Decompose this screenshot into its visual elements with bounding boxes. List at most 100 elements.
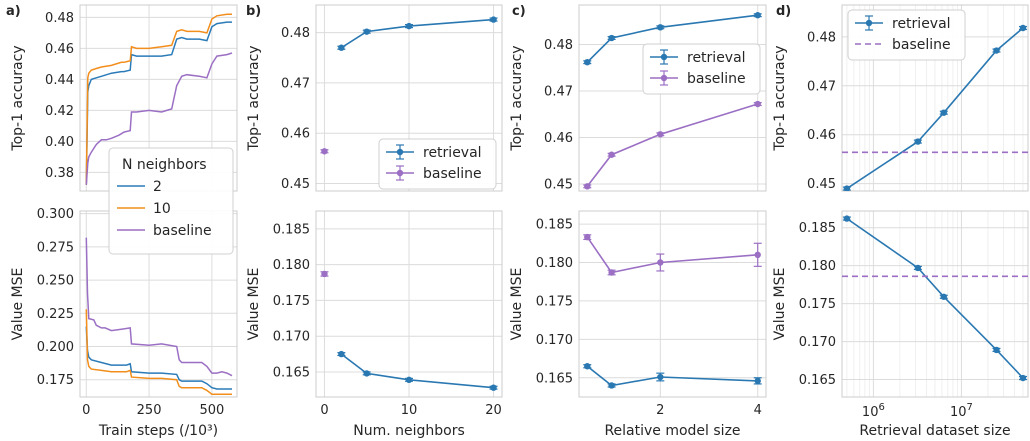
panel-c-bottom: 0.165 0.170 0.175 0.180 0.185 2 4 Value MSE Rela… [509,210,767,439]
panel-letter: c) [512,4,526,19]
legend-marker [396,148,404,156]
data-area [583,12,762,190]
y-tick-label: 0.170 [799,335,836,350]
data-point-retrieval [657,373,664,381]
x-tick-label: 20 [485,403,502,418]
data-point-retrieval [405,22,413,30]
x-tick-label: 107 [950,402,973,420]
data-point-baseline [657,259,664,266]
y-tick-label: 0.225 [37,307,74,322]
y-tick-label: 0.47 [807,79,836,94]
data-point-retrieval [1019,24,1027,32]
grid [579,5,766,191]
series-line-baseline [85,52,233,185]
legend-c-swatch [650,49,678,65]
legend-a-title: N neighbors [122,157,207,173]
series-line-retrieval [340,353,494,389]
data-point-baseline [584,183,591,190]
legend-c-swatch [650,70,678,86]
x-tick-label: 0 [82,403,90,418]
panel-d: 0.45 0.46 0.47 0.48 Top-1 accuracy [772,4,1029,192]
y-tick-label: 0.170 [273,330,310,345]
x-tick-label: 500 [199,403,224,418]
legend-d-item: retrieval [892,16,951,32]
y-tick-label: 0.44 [45,73,74,88]
data-area [85,237,233,396]
x-axis-label: Relative model size [604,423,740,439]
y-tick-label: 0.250 [37,274,74,289]
series-line-10 [85,309,232,396]
y-tick-label: 0.48 [544,38,573,53]
y-tick-label: 0.47 [281,76,310,91]
series-line-retrieval [340,18,494,49]
y-tick-label: 0.40 [45,135,74,150]
y-axis-label: Top-1 accuracy [509,45,525,151]
legend-c-item: baseline [687,71,746,87]
x-tick-exponent: 6 [878,402,884,413]
data-point-baseline [321,270,328,278]
y-tick-label: 0.175 [799,297,836,312]
plot-frame [578,210,767,398]
y-tick-label: 0.38 [45,166,74,181]
series-line-10 [85,13,232,185]
plot-frame [841,210,1029,398]
grid [842,211,1028,397]
y-tick-label: 0.45 [281,177,310,192]
data-point-retrieval [405,376,413,384]
series-line-2 [85,326,232,390]
x-tick-label: 106 [862,402,885,420]
data-point-retrieval [608,382,615,389]
y-tick-label: 0.46 [281,127,310,142]
panel-a-bottom: 0.175 0.200 0.225 0.250 0.275 0.300 0 250 500 Val… [10,207,238,439]
x-tick-exponent: 7 [967,402,973,413]
series-line-retrieval [586,365,758,387]
panel-letter: a) [6,4,21,19]
legend-b-item: baseline [423,166,482,182]
data-point-retrieval [754,12,761,19]
data-point-baseline [657,131,664,138]
data-area [583,233,762,389]
series-line-2 [85,21,232,185]
x-axis-label: Train steps (/10³) [98,423,218,439]
y-tick-label: 0.180 [536,256,573,271]
data-area [842,215,1028,382]
series-line-baseline [586,236,758,274]
panel-a: 0.38 0.40 0.42 0.44 0.46 0.48 Top-1 accuracy [10,4,238,192]
data-point-retrieval [993,346,1000,354]
data-point-retrieval [338,350,345,358]
data-area [320,16,498,155]
data-point-retrieval [363,370,370,377]
data-point-retrieval [940,293,947,300]
data-point-baseline [321,148,328,155]
y-tick-label: 0.45 [807,177,836,192]
panel-b-bottom: 0.165 0.170 0.175 0.180 0.185 0 10 20 Value MSE N… [246,210,503,439]
legend-a-item: 10 [153,201,171,217]
data-point-baseline [754,100,761,108]
y-tick-label: 0.47 [544,85,573,100]
data-area [842,24,1028,191]
data-point-retrieval [608,34,615,42]
y-axis-label: Value MSE [772,268,788,341]
data-point-baseline [608,151,615,158]
data-point-retrieval [338,44,345,51]
legend-marker [660,74,668,82]
y-axis-label: Top-1 accuracy [246,45,262,151]
y-tick-label: 0.300 [37,207,74,222]
data-area [85,13,233,185]
data-point-retrieval [657,24,664,31]
legend-a-item: 2 [153,179,162,195]
y-axis-label: Value MSE [509,268,525,341]
y-tick-label: 0.175 [273,294,310,309]
y-tick-label: 0.45 [544,178,573,193]
panel-b: 0.45 0.46 0.47 0.48 Top-1 accuracy [246,4,503,192]
series-line-baseline [85,237,233,377]
x-tick-label: 0 [320,403,328,418]
legend-c-item: retrieval [687,50,746,66]
legend-b-swatch [386,144,414,160]
y-axis-label: Top-1 accuracy [772,45,788,151]
y-tick-label: 0.200 [37,340,74,355]
y-tick-label: 0.180 [273,258,310,273]
x-tick-base: 10 [862,405,879,420]
panel-letter: d) [776,4,791,19]
